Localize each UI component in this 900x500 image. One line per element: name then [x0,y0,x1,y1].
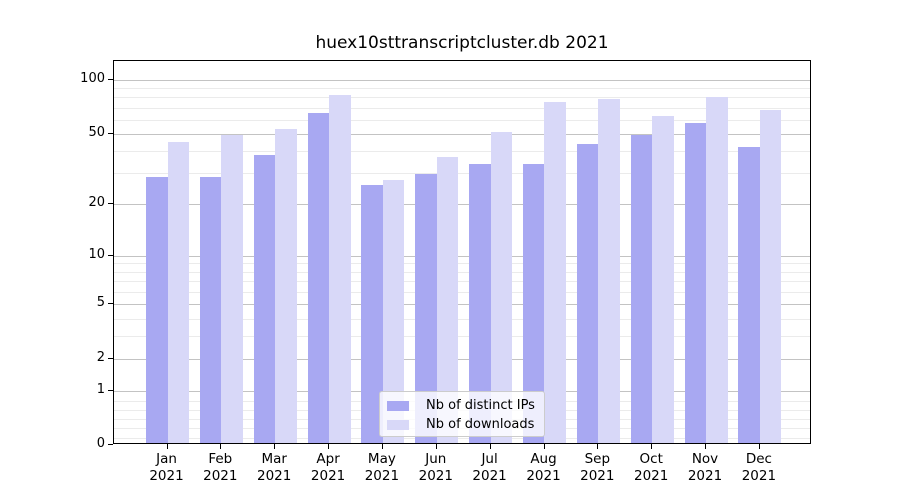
y-tick-mark [108,254,113,256]
gridline-minor [114,107,810,109]
bar-distinct-ips [253,155,276,443]
x-tick-label: Aug 2021 [526,451,561,484]
gridline-minor [114,87,810,89]
bar-downloads [652,116,674,443]
x-tick-label: Jun 2021 [418,451,453,484]
gridline-minor [114,173,810,175]
legend-label: Nb of downloads [426,417,535,432]
gridline-minor [114,437,810,439]
y-tick-mark [108,203,113,205]
y-tick-label: 5 [96,295,105,310]
legend-label: Nb of distinct IPs [426,398,535,413]
y-tick-label: 10 [88,246,105,262]
bar-distinct-ips [361,185,383,443]
gridline-major [114,359,810,361]
bar-distinct-ips [146,176,168,443]
gridline-major [114,255,810,257]
bar-downloads [759,110,782,443]
gridline-minor [114,151,810,153]
bar-downloads [221,135,243,443]
bar-distinct-ips [469,164,491,443]
legend-item-downloads: Nb of downloads [380,415,544,434]
x-tick-mark [435,444,437,449]
bar-downloads [382,179,405,443]
x-tick-label: May 2021 [364,451,400,484]
gridline-major [114,79,810,81]
x-tick-mark [597,444,599,449]
bar-distinct-ips [307,112,330,443]
y-tick-label: 2 [96,350,105,366]
bar-distinct-ips [522,164,545,443]
bar-distinct-ips [415,174,437,443]
bar-downloads [544,102,566,443]
bar-distinct-ips [576,143,599,443]
gridline-minor [114,318,810,320]
x-tick-mark [220,444,222,449]
gridline-major [114,133,810,135]
x-tick-label: Dec 2021 [741,451,777,484]
x-tick-mark [651,444,653,449]
x-tick-label: Mar 2021 [257,451,292,484]
bar-downloads [598,99,620,443]
y-tick-label: 100 [80,70,105,86]
x-tick-mark [705,444,706,449]
gridline-minor [114,291,810,293]
gridline-minor [114,263,810,265]
y-tick-mark [108,78,113,80]
x-tick-label: Oct 2021 [634,451,669,484]
x-tick-mark [543,444,545,449]
y-tick-mark [108,358,113,360]
legend-swatch-distinct-ips [387,400,409,411]
y-tick-label: 0 [96,436,105,451]
gridline-minor [114,97,810,99]
y-tick-mark [108,303,113,304]
legend: Nb of distinct IPs Nb of downloads [379,391,545,437]
bar-distinct-ips [630,135,653,443]
legend-item-distinct-ips: Nb of distinct IPs [380,396,544,415]
y-tick-label: 50 [88,124,105,140]
bar-downloads [275,128,297,443]
gridline-minor [114,119,810,121]
x-tick-label: Feb 2021 [203,451,238,484]
gridline-minor [114,336,810,338]
x-tick-label: Jul 2021 [472,451,507,484]
x-tick-mark [328,444,330,449]
bar-distinct-ips [738,147,760,443]
gridline-minor [114,281,810,283]
x-tick-label: Nov 2021 [687,451,723,484]
gridline-major [114,304,810,305]
y-tick-mark [108,132,113,134]
gridline-major [114,204,810,206]
x-tick-mark [489,444,491,449]
gridline-minor [114,271,810,273]
bar-downloads [436,157,459,443]
y-tick-label: 1 [96,382,105,398]
legend-swatch-downloads [387,419,409,430]
x-tick-mark [758,444,760,449]
y-tick-mark [108,444,113,445]
y-tick-mark [108,390,113,392]
bar-downloads [490,131,513,443]
plot-area [113,60,811,444]
x-tick-label: Sep 2021 [580,451,615,484]
x-tick-mark [166,444,168,449]
x-tick-mark [274,444,276,449]
bar-downloads [706,97,728,443]
x-tick-mark [381,444,383,449]
bar-downloads [167,141,189,443]
y-tick-label: 20 [88,195,105,211]
x-tick-label: Jan 2021 [149,451,184,484]
bar-downloads [329,95,351,443]
bar-distinct-ips [199,176,222,443]
chart-title: huex10sttranscriptcluster.db 2021 [315,33,609,53]
x-tick-label: Apr 2021 [310,451,346,484]
bar-distinct-ips [684,123,706,443]
